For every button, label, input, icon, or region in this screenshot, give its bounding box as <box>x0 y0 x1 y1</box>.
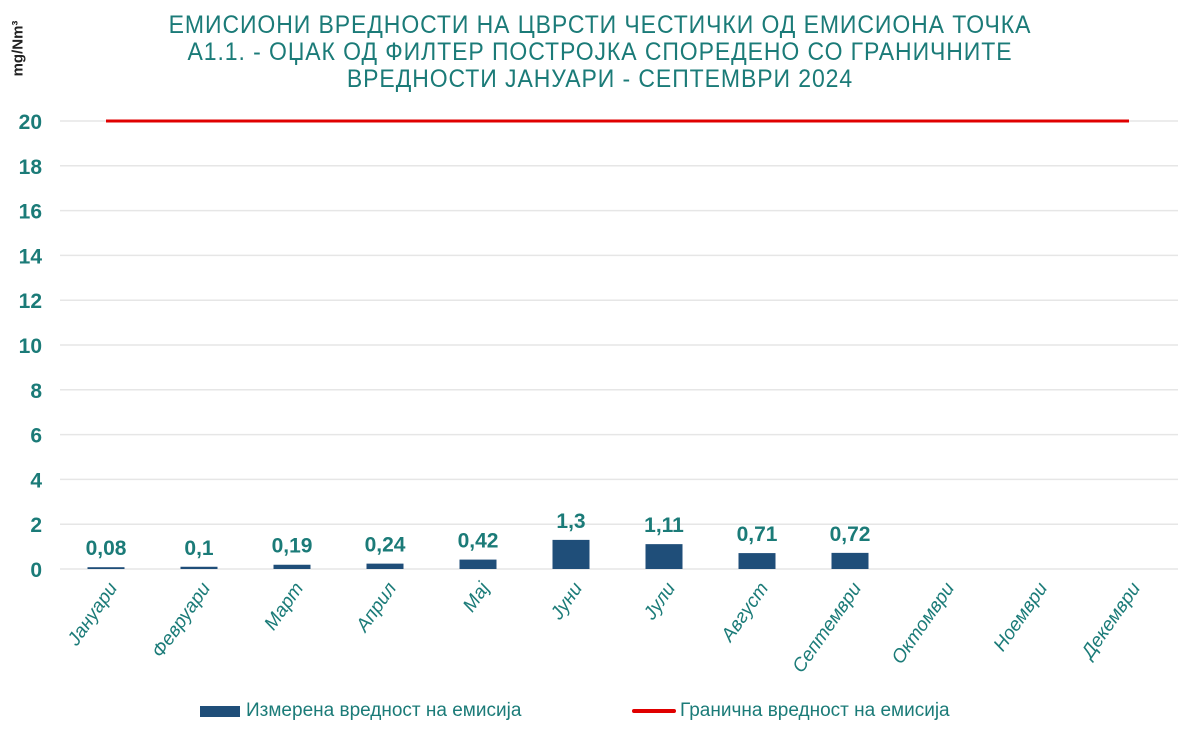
x-tick-label: Март <box>260 579 308 634</box>
legend-label-measured: Измерена вредност на емисија <box>246 700 522 721</box>
x-tick-label: Февруари <box>148 578 215 661</box>
chart-title: ЕМИСИОНИ ВРЕДНОСТИ НА ЦВРСТИ ЧЕСТИЧКИ ОД… <box>140 12 1060 93</box>
y-tick-label: 2 <box>30 514 42 537</box>
y-tick-label: 14 <box>19 245 43 268</box>
y-tick-label: 6 <box>30 425 42 448</box>
x-tick-label: Јули <box>639 578 680 624</box>
x-tick-label: Јуни <box>546 578 587 624</box>
legend-label-limit: Гранична вредност на емисија <box>680 700 950 721</box>
title-line-1: ЕМИСИОНИ ВРЕДНОСТИ НА ЦВРСТИ ЧЕСТИЧКИ ОД… <box>168 11 1032 39</box>
bar <box>831 552 869 569</box>
data-label: 0,72 <box>830 523 871 546</box>
y-tick-label: 0 <box>30 559 42 582</box>
y-tick-label: 8 <box>30 380 42 403</box>
y-tick-label: 10 <box>19 335 42 358</box>
x-tick-label: Октомври <box>888 578 959 668</box>
x-tick-label: Ноември <box>990 578 1053 655</box>
bar <box>273 564 311 569</box>
bar <box>738 553 776 569</box>
bar <box>459 559 497 569</box>
y-tick-label: 18 <box>19 156 43 179</box>
data-label: 0,19 <box>272 535 313 558</box>
legend-swatch-bar <box>200 705 240 717</box>
y-tick-label: 4 <box>30 469 42 492</box>
data-label: 0,08 <box>86 537 127 560</box>
legend-item-measured: Измерена вредност на емисија <box>200 700 521 722</box>
bar <box>645 544 683 569</box>
bar <box>552 539 590 569</box>
x-tick-label: Декември <box>1077 578 1146 664</box>
data-label: 0,71 <box>737 523 778 546</box>
x-tick-label: Мај <box>459 578 494 616</box>
legend-item-limit: Гранична вредност на емисија <box>632 700 950 722</box>
title-line-3: ВРЕДНОСТИ ЈАНУАРИ - СЕПТЕМВРИ 2024 <box>346 65 854 93</box>
x-tick-label: Септември <box>789 578 867 676</box>
y-tick-label: 20 <box>19 111 42 134</box>
legend-swatch-line <box>632 709 676 713</box>
data-label: 1,11 <box>644 514 684 537</box>
data-label: 1,3 <box>556 510 585 533</box>
title-line-2: А1.1. - ОЏАК ОД ФИЛТЕР ПОСТРОЈКА СПОРЕДЕ… <box>187 38 1013 66</box>
y-tick-label: 12 <box>19 290 42 313</box>
y-tick-label: 16 <box>19 201 42 224</box>
x-tick-label: Август <box>717 579 773 647</box>
data-label: 0,1 <box>184 537 214 560</box>
bar <box>180 566 218 569</box>
bar <box>366 563 404 569</box>
bar <box>87 567 125 569</box>
x-tick-label: Јануари <box>63 578 122 650</box>
x-tick-label: Април <box>352 579 401 637</box>
data-label: 0,42 <box>458 530 499 553</box>
data-label: 0,24 <box>365 534 406 557</box>
